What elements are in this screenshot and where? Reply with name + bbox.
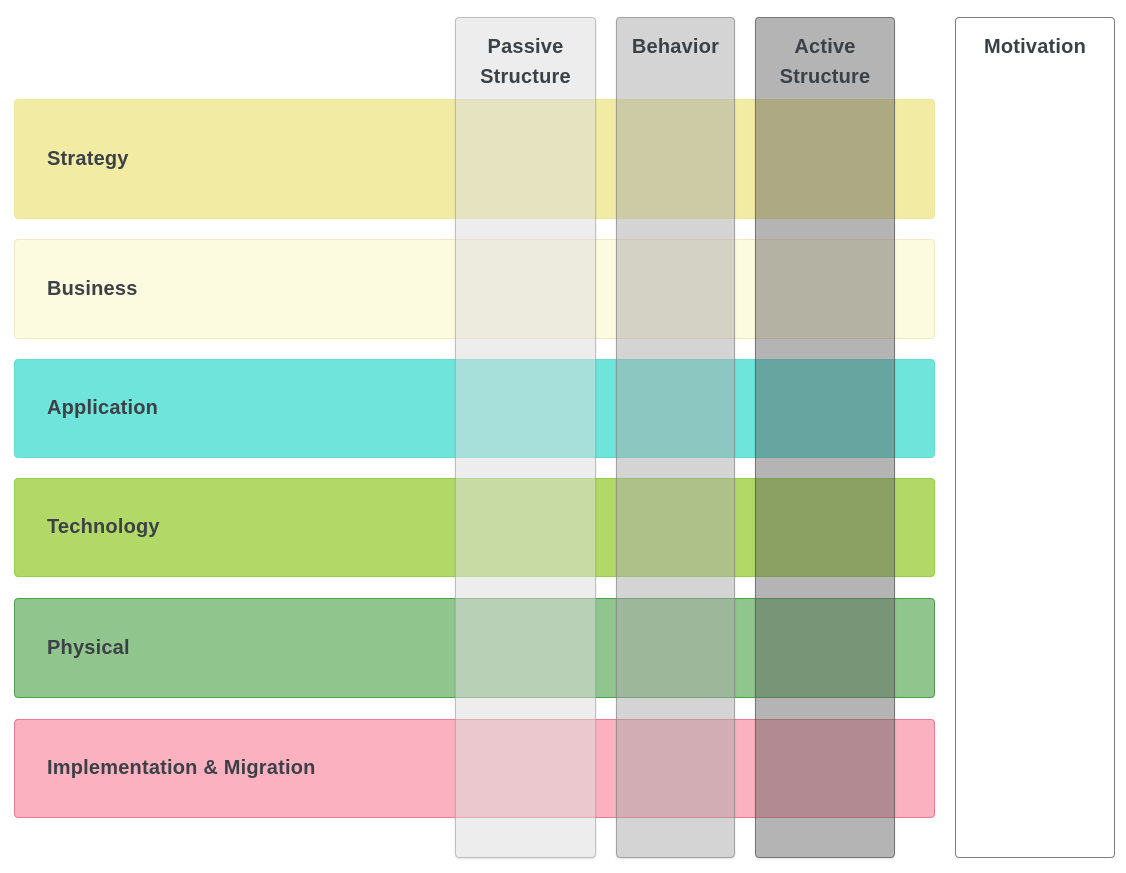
layer-row-label: Implementation & Migration [47,757,316,779]
layer-row-label: Strategy [47,147,129,170]
layer-row-label: Technology [47,516,160,538]
aspect-column-motivation: Motivation [955,17,1115,858]
aspect-column-label: Passive Structure [480,36,571,88]
aspect-column-label: Behavior [631,36,720,58]
layer-row-label: Business [47,277,138,300]
layer-row-label: Physical [47,636,130,659]
aspect-column-passive-structure: Passive Structure [455,17,596,858]
layer-row-label: Application [47,397,159,419]
aspect-column-label: Active Structure [779,36,871,88]
aspect-column-label: Motivation [984,36,1086,58]
aspect-column-behavior: Behavior [616,17,735,858]
aspect-column-active-structure: Active Structure [755,17,895,858]
